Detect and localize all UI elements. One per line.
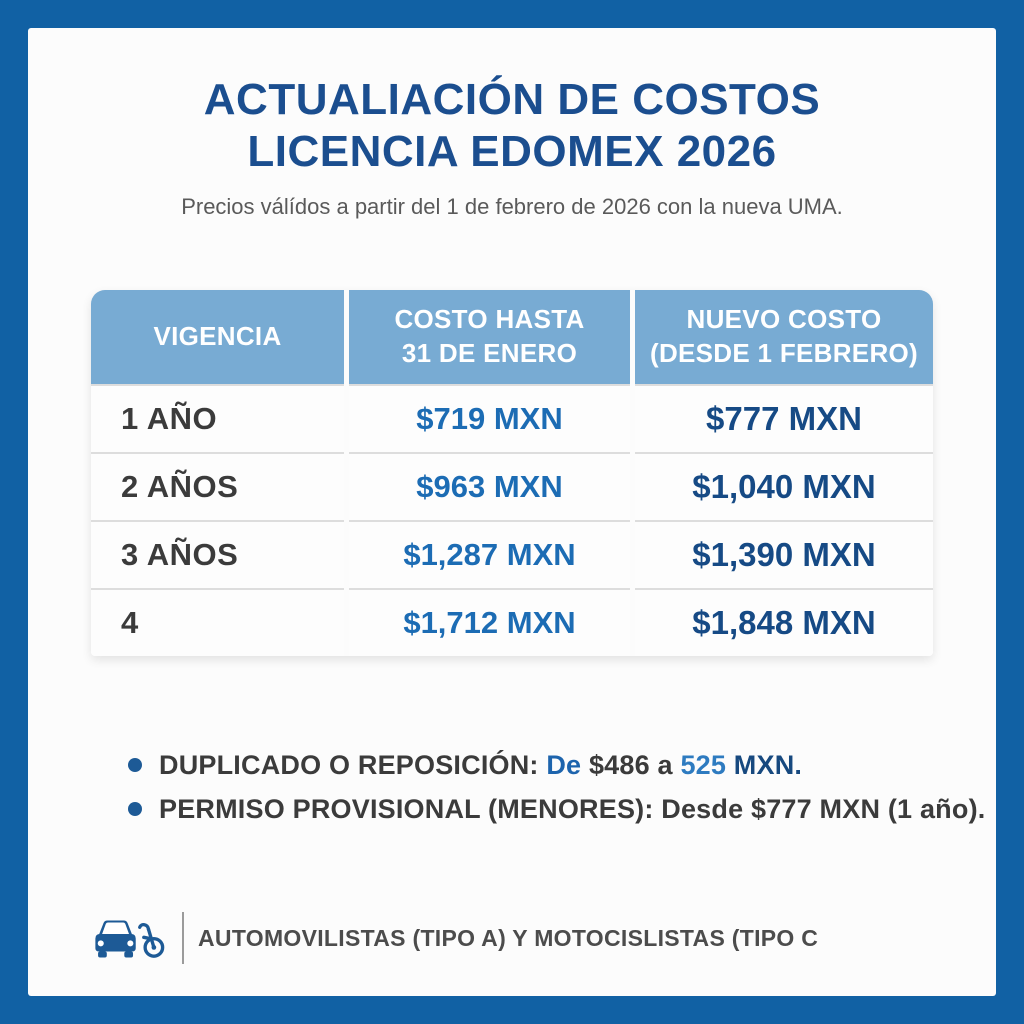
car-motorcycle-icon: [95, 920, 165, 958]
note-segment: MXN.: [733, 749, 803, 780]
table-cell-vigencia: 2 AÑOS: [91, 451, 344, 520]
note-segment: 525: [680, 749, 734, 780]
table-cell-nuevo-costo: $1,848 MXN: [635, 587, 933, 656]
table-cell-nuevo-costo: $1,390 MXN: [635, 519, 933, 588]
table-cell-costo-hasta: $719 MXN: [349, 383, 630, 452]
header-line: (DESDE 1 FEBRERO): [649, 337, 919, 368]
list-item: PERMISO PROVISIONAL (MENORES): Desde $77…: [128, 794, 996, 825]
header-line: COSTO HASTA: [394, 304, 585, 335]
divider: [182, 912, 184, 964]
table-header-vigencia: VIGENCIA: [91, 289, 344, 384]
note-text: DUPLICADO O REPOSICIÓN: De $486 a 525 MX…: [159, 750, 802, 781]
header-line: VIGENCIA: [153, 320, 282, 351]
subtitle: Precios válídos a partir del 1 de febrer…: [181, 193, 843, 219]
footer: AUTOMOVILISTAS (TIPO A) Y MOTOCISLISTAS …: [90, 912, 818, 964]
table-header-costo-hasta: COSTO HASTA 31 DE ENERO: [349, 289, 630, 384]
table-header-nuevo-costo: NUEVO COSTO (DESDE 1 FEBRERO): [635, 289, 933, 384]
title-line-1: ACTUALIACIÓN DE COSTOS: [203, 75, 821, 124]
note-segment: PERMISO PROVISIONAL (MENORES):: [159, 793, 662, 824]
note-segment: $486 a: [588, 749, 681, 780]
bullet-icon: [128, 758, 142, 773]
notes-list: DUPLICADO O REPOSICIÓN: De $486 a 525 MX…: [128, 750, 996, 825]
table-cell-vigencia: 1 AÑO: [91, 383, 344, 452]
header-line: NUEVO COSTO: [686, 304, 882, 335]
table-cell-costo-hasta: $1,287 MXN: [349, 519, 630, 588]
page-title: ACTUALIACIÓN DE COSTOS LICENCIA EDOMEX 2…: [28, 28, 996, 178]
note-text: PERMISO PROVISIONAL (MENORES): Desde $77…: [159, 794, 985, 825]
table-cell-costo-hasta: $1,712 MXN: [349, 587, 630, 656]
table-cell-vigencia: 4: [91, 587, 344, 656]
price-table: VIGENCIA COSTO HASTA 31 DE ENERO NUEVO C…: [91, 289, 933, 656]
note-segment: DUPLICADO O REPOSICIÓN:: [159, 749, 547, 780]
bullet-icon: [128, 802, 142, 817]
table-cell-costo-hasta: $963 MXN: [349, 451, 630, 520]
note-segment: De: [546, 749, 589, 780]
header-line: 31 DE ENERO: [401, 337, 578, 368]
list-item: DUPLICADO O REPOSICIÓN: De $486 a 525 MX…: [128, 750, 996, 781]
table-cell-vigencia: 3 AÑOS: [91, 519, 344, 588]
title-line-2: LICENCIA EDOMEX 2026: [247, 126, 777, 176]
table-cell-nuevo-costo: $777 MXN: [635, 383, 933, 452]
footer-label: AUTOMOVILISTAS (TIPO A) Y MOTOCISLISTAS …: [198, 924, 819, 951]
note-segment: Desde $777 MXN (1 año).: [661, 793, 986, 824]
table-cell-nuevo-costo: $1,040 MXN: [635, 451, 933, 520]
poster-card: ACTUALIACIÓN DE COSTOS LICENCIA EDOMEX 2…: [28, 28, 996, 996]
